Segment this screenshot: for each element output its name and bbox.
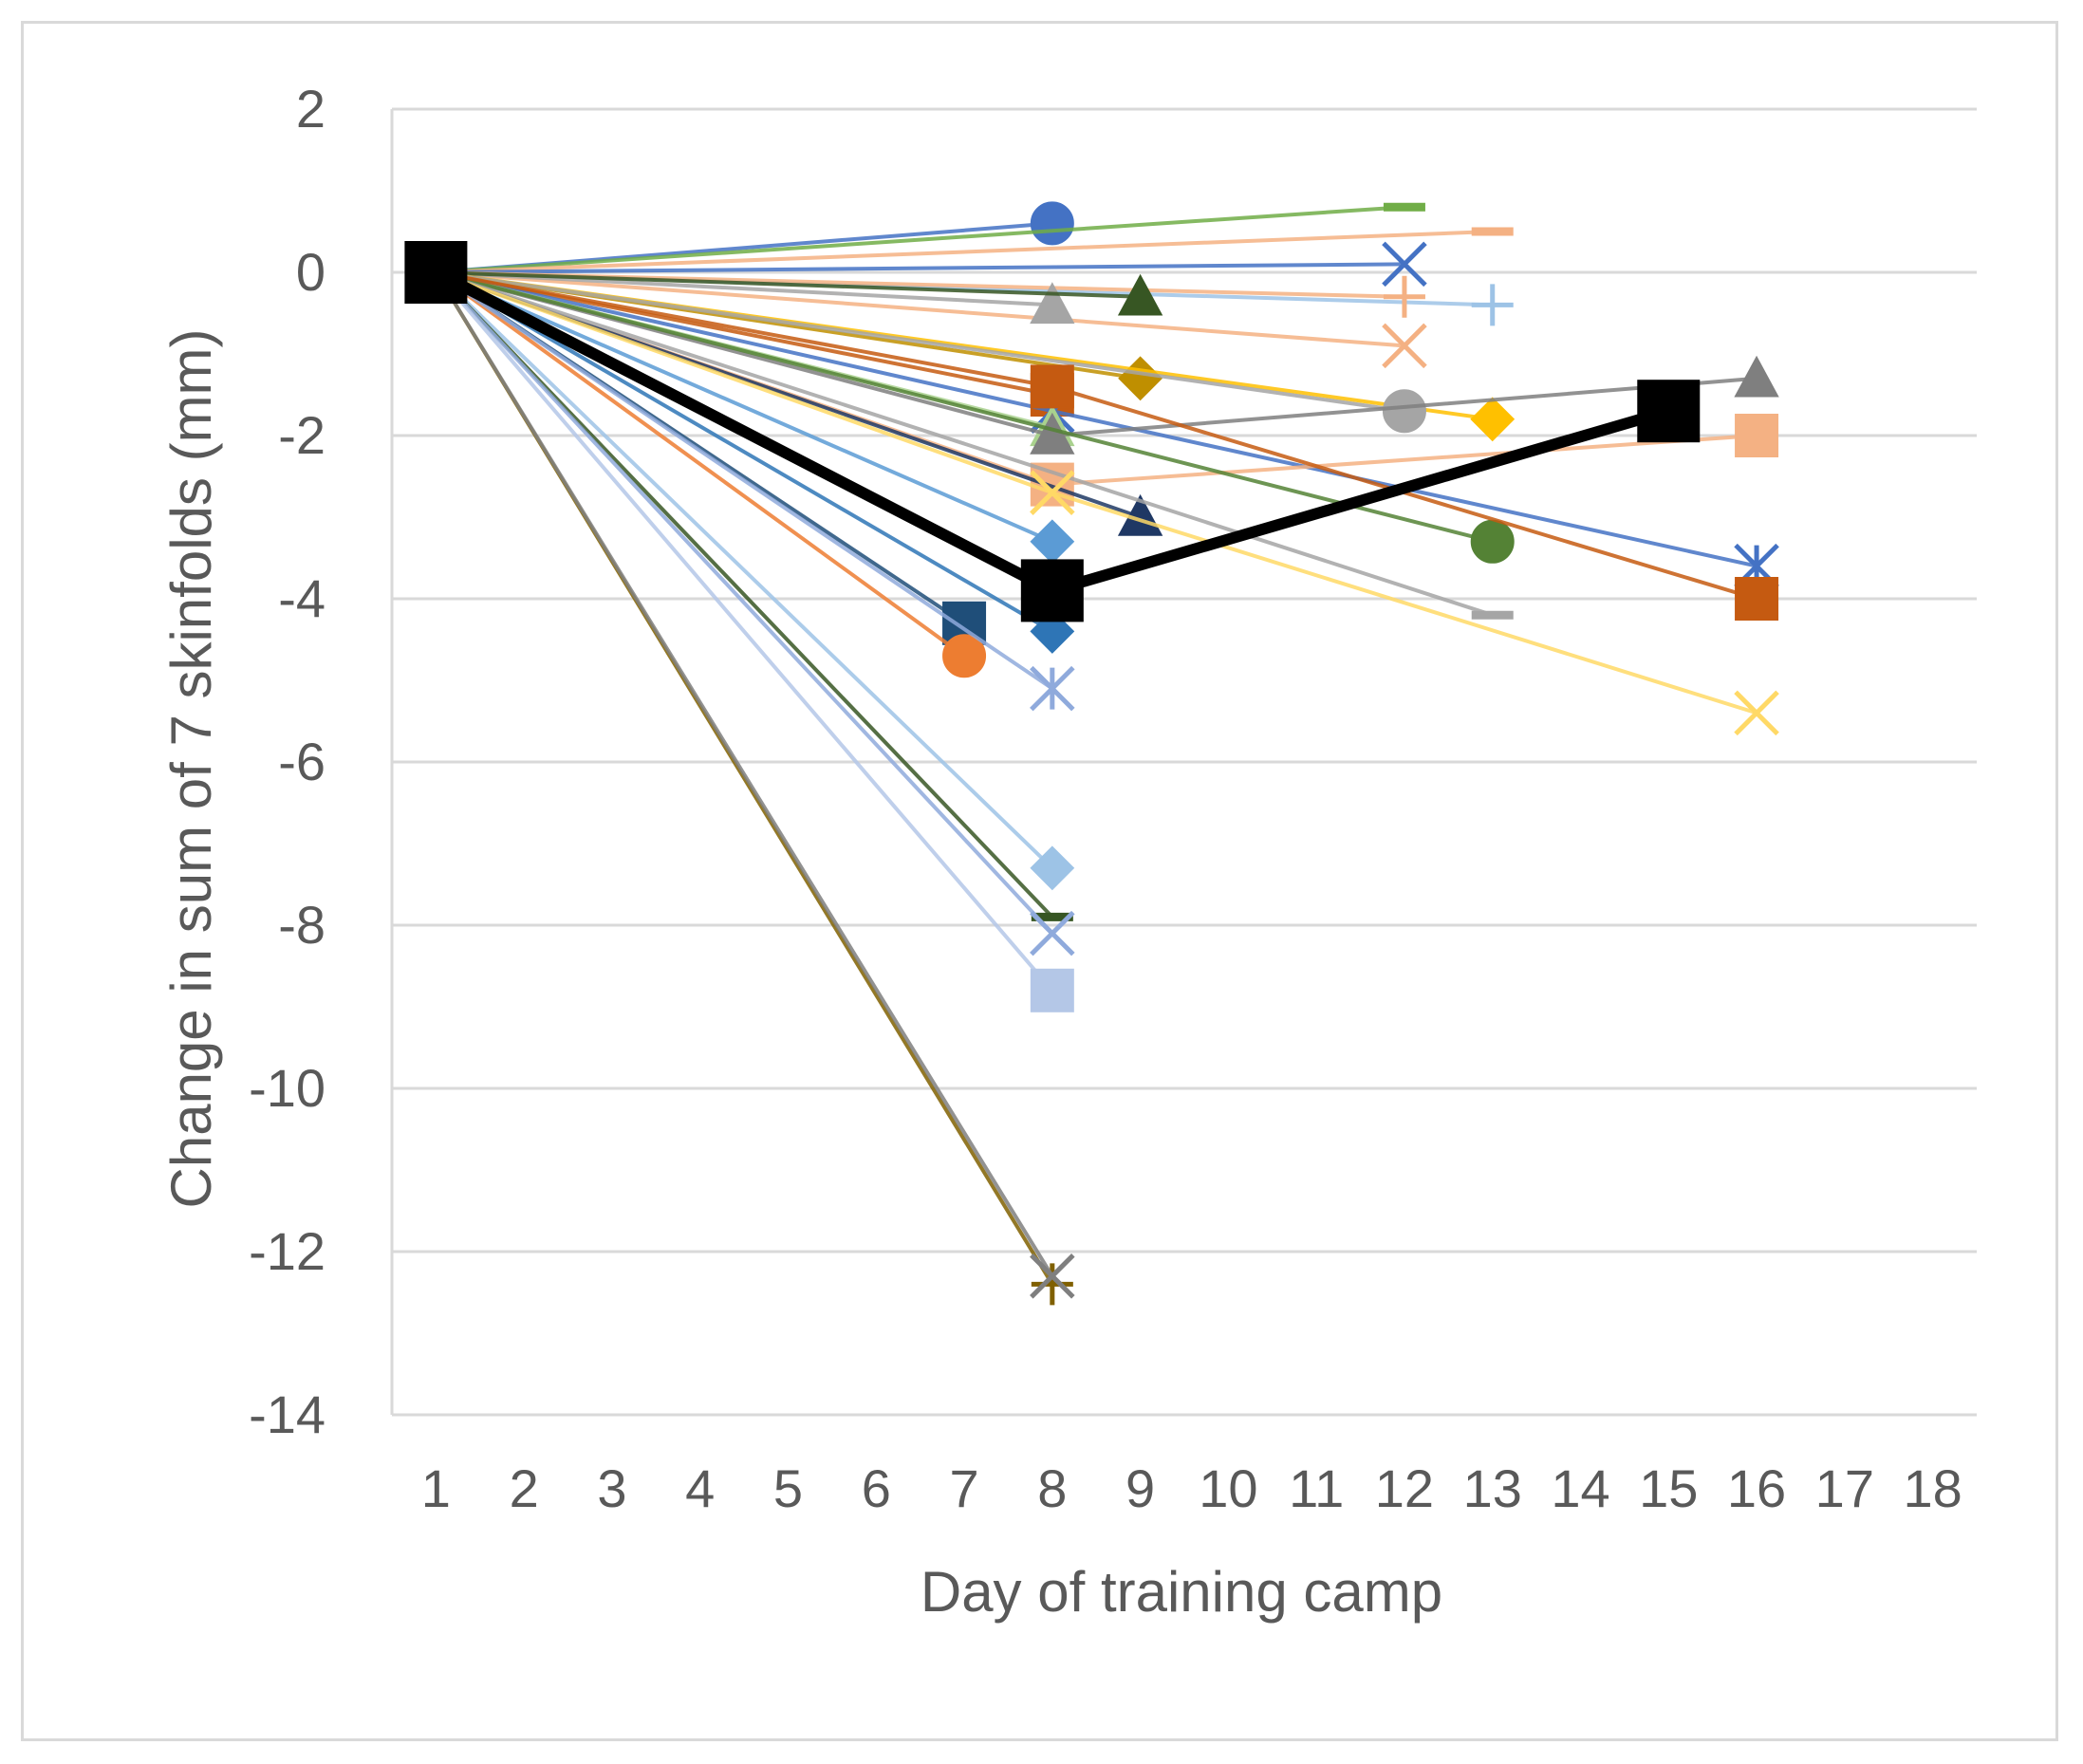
x-tick-label: 17 (1815, 1458, 1874, 1518)
series-athlete-33 (434, 270, 1075, 1299)
data-marker (1382, 241, 1427, 288)
mean-series (404, 241, 1701, 622)
data-marker (1030, 201, 1074, 246)
x-tick-label: 5 (773, 1458, 803, 1518)
data-marker (1030, 910, 1075, 956)
skinfold-line-chart: 20-2-4-6-8-10-12-14 1 2 3 4 5 6 7 8 9 10 11 12 13 14 1… (159, 79, 1977, 1624)
series-athlete-4 (436, 241, 1427, 288)
series-athlete-21 (436, 270, 1779, 621)
series-line (436, 262, 1404, 274)
data-marker (1030, 282, 1075, 325)
data-marker (1020, 559, 1084, 622)
data-marker (1030, 1253, 1075, 1299)
x-tick-label: 8 (1037, 1458, 1067, 1518)
data-marker (1471, 284, 1514, 326)
series-athlete-12 (436, 270, 1426, 434)
data-marker (1470, 519, 1515, 564)
data-marker (1031, 1263, 1073, 1306)
y-tick-label: -14 (249, 1384, 325, 1444)
series-athlete-28 (434, 270, 1075, 891)
series-athlete-23 (435, 270, 1779, 736)
x-tick-label: 14 (1551, 1458, 1609, 1518)
series-line (435, 270, 966, 658)
data-marker (1734, 690, 1779, 736)
data-marker (1030, 665, 1075, 712)
x-tick-label: 9 (1125, 1458, 1155, 1518)
x-axis-title: Day of training camp (921, 1560, 1442, 1624)
y-tick-label: -4 (278, 568, 325, 628)
series-line (434, 270, 1054, 993)
series-athlete-25 (435, 270, 987, 678)
series-line (435, 270, 1494, 618)
series-line (436, 270, 1405, 348)
x-axis-ticks: 1 2 3 4 5 6 7 8 9 10 11 12 13 14 15 16 17 18 (421, 1458, 1962, 1518)
data-marker (1030, 968, 1074, 1012)
y-axis-title: Change in sum of 7 skinfolds (mm) (159, 328, 223, 1208)
y-tick-label: -6 (278, 732, 325, 791)
x-tick-label: 3 (597, 1458, 626, 1518)
x-tick-label: 12 (1375, 1458, 1434, 1518)
individual-series (434, 201, 1779, 1306)
data-marker (1117, 273, 1163, 316)
series-athlete-9 (436, 270, 1163, 316)
x-tick-label: 10 (1199, 1458, 1257, 1518)
y-tick-label: 0 (296, 242, 325, 302)
data-marker (1030, 845, 1075, 891)
data-marker (1735, 414, 1779, 457)
y-tick-label: -2 (278, 405, 325, 465)
series-athlete-22 (435, 270, 1514, 620)
x-tick-label: 2 (510, 1458, 539, 1518)
data-marker (1382, 323, 1427, 369)
x-tick-label: 4 (685, 1458, 715, 1518)
data-marker (404, 241, 468, 304)
data-marker (1118, 356, 1163, 401)
x-tick-label: 7 (949, 1458, 978, 1518)
series-line (436, 270, 1405, 414)
series-line (435, 270, 1053, 634)
data-marker (1734, 355, 1779, 398)
series-athlete-31 (434, 270, 1074, 1012)
series-athlete-18 (435, 270, 1075, 565)
series-line (435, 270, 1053, 691)
series-athlete-29 (434, 270, 1073, 921)
x-tick-label: 18 (1903, 1458, 1962, 1518)
data-marker (1030, 364, 1074, 409)
data-marker (1382, 389, 1426, 434)
series-line (436, 230, 1493, 274)
series-line (435, 270, 1494, 544)
series-line (434, 270, 1054, 935)
y-tick-label: 2 (296, 79, 325, 139)
data-marker (1030, 470, 1075, 515)
series-athlete-27 (435, 270, 1075, 712)
x-tick-label: 6 (862, 1458, 891, 1518)
series-athlete-3 (436, 227, 1514, 274)
x-tick-label: 1 (421, 1458, 451, 1518)
series-athlete-6 (436, 270, 1427, 369)
series-line (434, 270, 1054, 1277)
data-marker (1637, 380, 1701, 443)
data-marker (1030, 519, 1075, 565)
series-athlete-2 (436, 202, 1425, 274)
gridlines (390, 107, 1977, 1417)
series-line (436, 270, 1141, 299)
y-tick-label: -12 (249, 1221, 325, 1281)
x-tick-label: 16 (1727, 1458, 1786, 1518)
y-tick-label: -10 (249, 1058, 325, 1118)
data-marker (1735, 577, 1779, 621)
data-marker (942, 634, 987, 678)
x-tick-label: 13 (1463, 1458, 1522, 1518)
chart-frame: 2 0 -2 -4 -6 -8 -10 -12 -14 1 2 3 4 5 6 7 8 9 10 11 12 13 14 1… (21, 21, 2058, 1741)
series-line (435, 270, 1758, 568)
series-line (434, 270, 1054, 870)
x-tick-label: 15 (1639, 1458, 1698, 1518)
data-marker (1470, 397, 1516, 442)
x-tick-label: 11 (1289, 1458, 1344, 1518)
data-marker (1383, 275, 1425, 318)
series-line (436, 205, 1405, 274)
y-tick-label: -8 (278, 895, 325, 955)
series-line (435, 270, 1053, 544)
y-axis-ticks: 2 0 -2 -4 -6 -8 -10 -12 -14 (249, 79, 325, 1444)
series-athlete-30 (434, 270, 1075, 956)
